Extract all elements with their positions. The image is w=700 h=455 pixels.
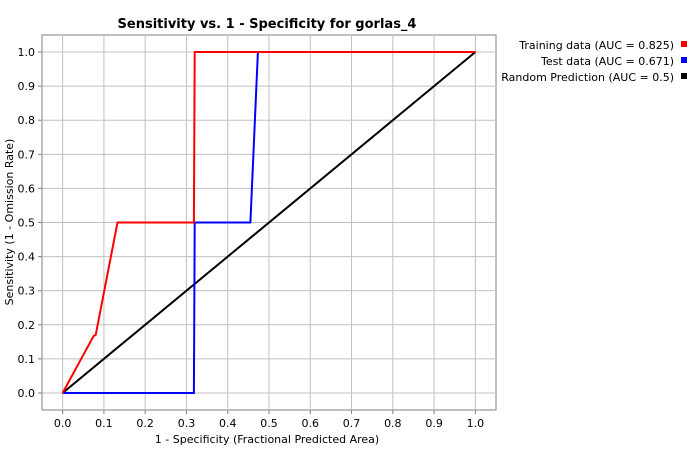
legend-label-test: Test data (AUC = 0.671) — [540, 55, 674, 68]
y-tick-label: 0.9 — [18, 80, 36, 93]
x-tick-label: 1.0 — [467, 417, 485, 430]
x-tick-label: 0.6 — [302, 417, 320, 430]
x-tick-label: 0.9 — [425, 417, 443, 430]
legend-label-training: Training data (AUC = 0.825) — [518, 39, 674, 52]
series-line-random — [61, 51, 477, 394]
x-tick-label: 0.5 — [260, 417, 278, 430]
series-line-training — [61, 51, 476, 394]
y-tick-label: 0.7 — [18, 148, 36, 161]
x-tick-label: 0.7 — [343, 417, 361, 430]
x-tick-label: 0.1 — [95, 417, 113, 430]
y-tick-label: 0.4 — [18, 251, 36, 264]
series-lines — [61, 51, 477, 394]
y-axis-ticks: 0.0 0.1 0.2 0.3 0.4 0.5 0.6 0.7 0.8 0.9 1.0 — [18, 46, 42, 400]
y-tick-label: 0.5 — [18, 217, 36, 230]
y-tick-label: 0.2 — [18, 319, 36, 332]
x-tick-label: 0.4 — [219, 417, 237, 430]
y-tick-label: 0.1 — [18, 353, 36, 366]
y-tick-label: 0.6 — [18, 182, 36, 195]
legend-swatch-test — [681, 57, 687, 63]
x-tick-label: 0.0 — [54, 417, 72, 430]
legend-label-random: Random Prediction (AUC = 0.5) — [501, 71, 674, 84]
y-tick-label: 0.8 — [18, 114, 36, 127]
x-tick-label: 0.2 — [136, 417, 154, 430]
y-tick-label: 0.0 — [18, 387, 36, 400]
grid-lines — [42, 35, 496, 410]
chart-title: Sensitivity vs. 1 - Specificity for gorl… — [118, 17, 417, 32]
x-axis-label: 1 - Specificity (Fractional Predicted Ar… — [155, 433, 379, 446]
y-tick-label: 0.3 — [18, 285, 36, 298]
legend-swatch-random — [681, 73, 687, 79]
x-tick-label: 0.8 — [384, 417, 402, 430]
x-axis-ticks: 0.0 0.1 0.2 0.3 0.4 0.5 0.6 0.7 0.8 0.9 1.0 — [54, 410, 484, 430]
legend: Training data (AUC = 0.825) Test data (AU… — [501, 39, 687, 84]
y-tick-label: 1.0 — [18, 46, 36, 59]
x-tick-label: 0.3 — [178, 417, 196, 430]
legend-swatch-training — [681, 41, 687, 47]
y-axis-label: Sensitivity (1 - Omission Rate) — [3, 139, 16, 306]
